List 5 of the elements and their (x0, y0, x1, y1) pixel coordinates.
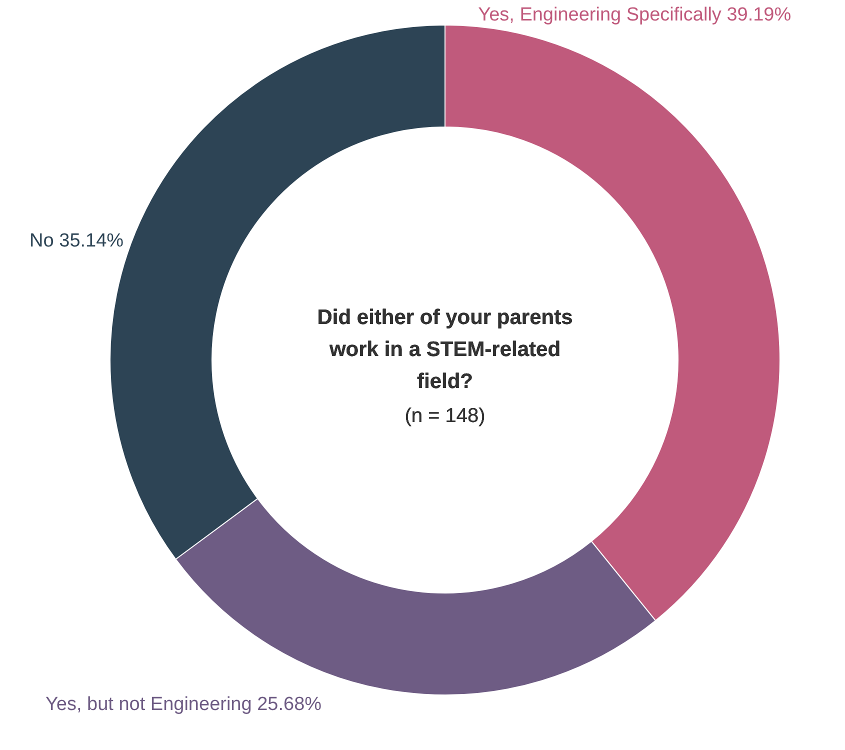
text: (n = 148) (404, 405, 486, 427)
text: Did either of your parents work in a STEM-related field? (317, 306, 573, 393)
slice-label: No 35.14% (30, 230, 124, 252)
slice-label: Yes, Engineering Specifically 39.19% (478, 4, 792, 26)
slice-label: Yes, but not Engineering 25.68% (45, 694, 322, 715)
